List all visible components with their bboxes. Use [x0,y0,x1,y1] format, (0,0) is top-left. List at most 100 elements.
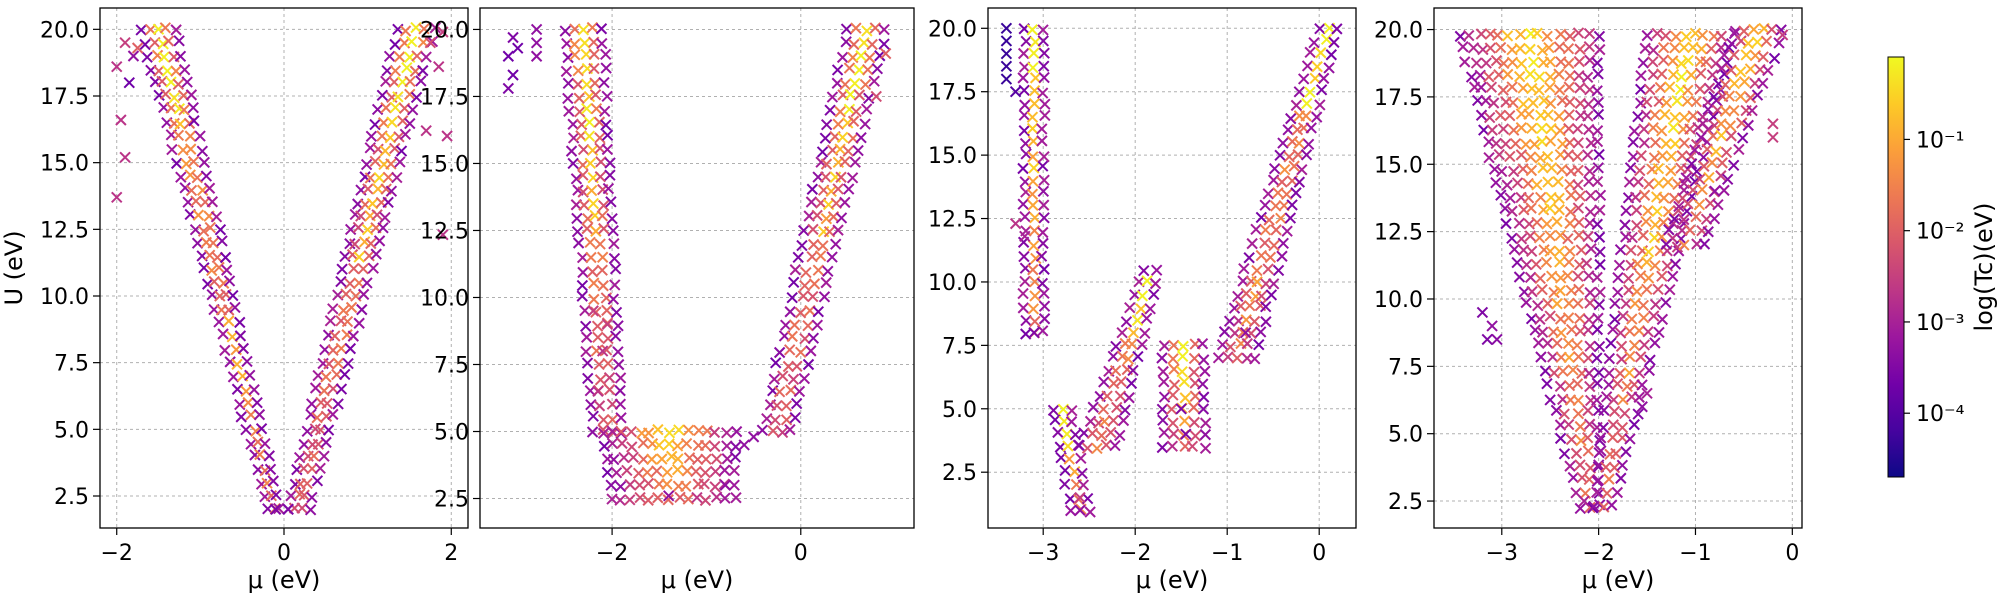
data-point [771,399,783,412]
data-point [1678,184,1690,196]
data-point [1531,27,1543,39]
data-point [1564,460,1576,472]
data-point [666,450,678,463]
data-point [1571,123,1584,135]
data-point [1109,364,1122,377]
data-point [1634,270,1647,282]
data-point [1718,49,1730,61]
data-point [1553,41,1566,53]
data-point [115,114,127,126]
x-tick-label: 0 [794,541,808,566]
data-point [1633,367,1646,379]
data-point [1575,244,1588,256]
data-point [1036,277,1049,290]
y-tick-label: 12.5 [40,218,89,243]
data-point [1222,351,1234,363]
data-point [1276,250,1288,262]
data-point [217,277,230,289]
data-point [188,115,200,127]
data-point [1527,97,1539,109]
data-point [1682,198,1694,210]
data-point [627,451,639,464]
y-tick-label: 10.0 [40,285,89,310]
data-point [339,368,351,381]
data-point [738,439,750,451]
data-point [860,103,873,115]
data-point [1457,41,1469,53]
data-point [1059,464,1071,477]
data-point [798,372,811,385]
data-point [1017,72,1029,84]
data-point [161,65,174,77]
axes-frame [1433,7,1803,529]
data-point [308,450,320,462]
data-point [1624,162,1637,174]
data-point [787,373,800,386]
data-point [1158,340,1171,352]
data-point [1135,303,1147,315]
data-point [587,305,599,317]
data-point [1572,407,1585,420]
data-point [1315,47,1327,59]
data-point [1488,163,1501,175]
data-point [1626,313,1638,325]
data-point [1653,177,1665,189]
data-point [1545,162,1558,174]
data-point [1678,41,1690,54]
data-point [1641,387,1653,399]
data-point [1690,96,1703,108]
data-point [878,23,890,36]
data-point [1078,427,1090,439]
data-point [1017,287,1029,300]
data-point [1047,404,1060,416]
data-point [1009,217,1022,230]
data-point [1480,94,1492,107]
data-point [1557,365,1569,377]
data-point [1491,333,1503,346]
data-point [656,453,668,465]
data-point [224,356,236,368]
data-point [1467,42,1480,54]
data-point [1639,42,1651,55]
data-point [1678,239,1690,251]
data-point [1582,404,1594,417]
data-point [588,277,600,289]
data-point [1502,68,1514,81]
data-point [373,235,386,247]
data-point [1248,315,1261,328]
data-point [572,78,584,91]
data-point [1663,81,1676,93]
data-point [1746,104,1758,117]
data-point [348,262,360,275]
data-point [783,344,796,356]
data-point [609,330,622,342]
data-point [1708,91,1720,103]
data-point [1487,97,1500,109]
data-point [595,23,608,35]
data-point [589,77,601,89]
data-point [1724,120,1736,132]
data-point [565,145,578,157]
data-point [661,478,673,490]
data-point [1520,258,1533,271]
data-point [1768,52,1781,65]
data-point [1716,157,1728,169]
data-point [1631,219,1643,232]
data-point [1594,434,1606,447]
data-point [1673,200,1685,213]
data-point [363,250,375,262]
data-point [1543,42,1555,54]
data-point [1075,452,1087,465]
data-point [608,453,620,466]
data-point [1606,431,1619,444]
data-point [1038,71,1050,84]
data-point [614,372,627,384]
data-point [1490,137,1502,150]
data-point [1293,86,1306,98]
y-tick-label: 2.5 [1388,490,1423,515]
data-point [1475,109,1488,121]
data-point [1111,401,1123,414]
data-point [1494,41,1507,54]
data-point [174,50,187,63]
data-point [404,117,416,130]
